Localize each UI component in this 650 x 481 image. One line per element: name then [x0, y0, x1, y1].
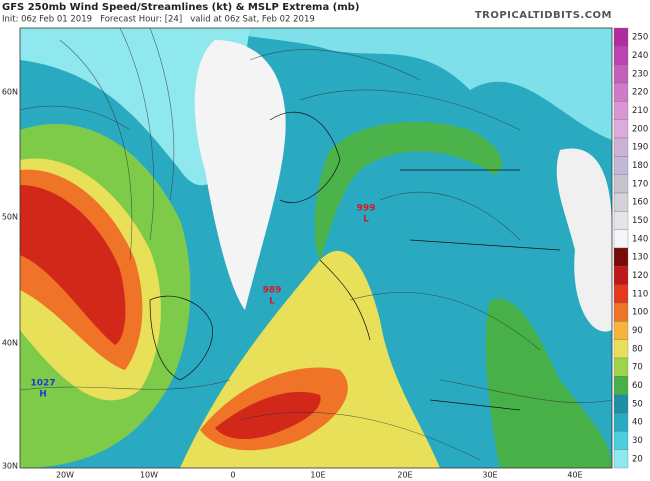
- colorbar-label: 60: [632, 381, 643, 391]
- colorbar-swatch: [613, 376, 629, 395]
- colorbar-swatch: [613, 229, 629, 249]
- colorbar-swatch: [613, 211, 629, 230]
- colorbar-swatch: [613, 156, 629, 175]
- colorbar-swatch: [613, 192, 629, 212]
- pressure-letter: L: [269, 297, 275, 307]
- colorbar-label: 170: [632, 179, 648, 189]
- colorbar-swatch: [613, 266, 629, 285]
- colorbar-label: 110: [632, 289, 648, 299]
- colorbar-label: 120: [632, 271, 648, 281]
- pressure-value: 999: [357, 204, 376, 214]
- colorbar-label: 130: [632, 253, 648, 263]
- colorbar-swatch: [613, 449, 629, 469]
- colorbar-label: 90: [632, 326, 643, 336]
- colorbar-label: 70: [632, 363, 643, 373]
- colorbar-swatch: [613, 339, 629, 359]
- colorbar-swatch: [613, 137, 629, 157]
- colorbar-swatch: [613, 431, 629, 450]
- colorbar-swatch: [613, 101, 629, 120]
- colorbar-swatch: [613, 27, 629, 47]
- pressure-value: 1027: [30, 379, 55, 389]
- map: [20, 28, 612, 468]
- colorbar-swatch: [613, 82, 629, 102]
- colorbar-label: 190: [632, 143, 648, 153]
- colorbar-label: 20: [632, 454, 643, 464]
- pressure-value: 989: [263, 286, 282, 296]
- map-frame: [19, 27, 613, 469]
- lon-label: 0: [230, 471, 235, 480]
- colorbar-label: 160: [632, 198, 648, 208]
- colorbar-swatch: [613, 412, 629, 432]
- colorbar-swatch: [613, 174, 629, 194]
- colorbar-label: 200: [632, 124, 648, 134]
- site-name: TROPICALTIDBITS.COM: [475, 10, 612, 21]
- colorbar-swatch: [613, 321, 629, 340]
- lat-label: 50N: [2, 213, 18, 222]
- colorbar-swatch: [613, 284, 629, 304]
- colorbar-swatch: [613, 357, 629, 377]
- colorbar-swatch: [613, 302, 629, 322]
- colorbar-label: 220: [632, 88, 648, 98]
- colorbar-label: 180: [632, 161, 648, 171]
- colorbar-swatch: [613, 394, 629, 414]
- colorbar-label: 40: [632, 418, 643, 428]
- colorbar-label: 210: [632, 106, 648, 116]
- colorbar-label: 100: [632, 308, 648, 318]
- colorbar-label: 240: [632, 51, 648, 61]
- colorbar-label: 30: [632, 436, 643, 446]
- lon-label: 20E: [397, 471, 412, 480]
- lat-label: 40N: [2, 339, 18, 348]
- colorbar-swatch: [613, 247, 629, 267]
- colorbar-label: 150: [632, 216, 648, 226]
- lon-label: 10W: [140, 471, 158, 480]
- lat-label: 60N: [2, 88, 18, 97]
- colorbar-label: 140: [632, 234, 648, 244]
- colorbar-swatch: [613, 46, 629, 65]
- lon-label: 20W: [56, 471, 74, 480]
- colorbar-label: 80: [632, 344, 643, 354]
- colorbar-label: 230: [632, 69, 648, 79]
- subtitle: Init: 06z Feb 01 2019 Forecast Hour: [24…: [2, 15, 315, 25]
- pressure-letter: H: [39, 390, 47, 400]
- pressure-letter: L: [363, 215, 369, 225]
- colorbar-label: 250: [632, 33, 648, 43]
- title: GFS 250mb Wind Speed/Streamlines (kt) & …: [2, 2, 359, 13]
- colorbar: 250 240 230 220 210 200 190 180 170 160 150 140 130 1…: [613, 27, 648, 469]
- colorbar-swatch: [613, 119, 629, 139]
- lon-label: 40E: [567, 471, 582, 480]
- colorbar-label: 50: [632, 399, 643, 409]
- lon-label: 30E: [482, 471, 497, 480]
- colorbar-swatch: [613, 64, 629, 84]
- lon-label: 10E: [310, 471, 325, 480]
- lat-label: 30N: [2, 462, 18, 471]
